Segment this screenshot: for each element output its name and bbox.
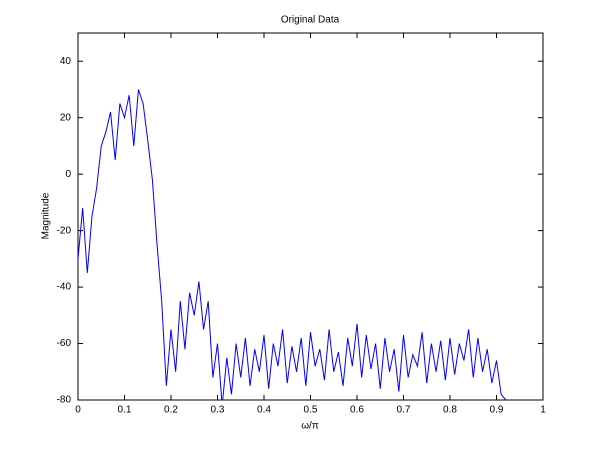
data-line — [78, 89, 507, 400]
y-tick-label: -20 — [57, 225, 72, 236]
x-tick-label: 0.8 — [443, 405, 457, 416]
y-tick-label: 40 — [60, 56, 72, 67]
x-tick-label: 0.7 — [397, 405, 411, 416]
y-axis-label: Magnitude — [41, 192, 52, 239]
x-tick-label: 0.5 — [304, 405, 318, 416]
x-tick-label: 0.1 — [118, 405, 132, 416]
x-tick-label: 0 — [75, 405, 81, 416]
y-tick-label: 20 — [60, 112, 72, 123]
x-tick-label: 0.9 — [490, 405, 504, 416]
chart-title: Original Data — [281, 15, 340, 26]
y-tick-label: -60 — [57, 338, 72, 349]
y-tick-label: -80 — [57, 395, 72, 406]
x-tick-label: 0.2 — [164, 405, 178, 416]
x-tick-label: 0.3 — [211, 405, 225, 416]
x-tick-label: 1 — [540, 405, 546, 416]
y-tick-label: 0 — [65, 169, 71, 180]
x-tick-label: 0.6 — [350, 405, 364, 416]
x-tick-label: 0.4 — [257, 405, 271, 416]
x-axis-label: ω/π — [301, 421, 319, 432]
y-tick-label: -40 — [57, 282, 72, 293]
plot-area — [77, 32, 544, 401]
